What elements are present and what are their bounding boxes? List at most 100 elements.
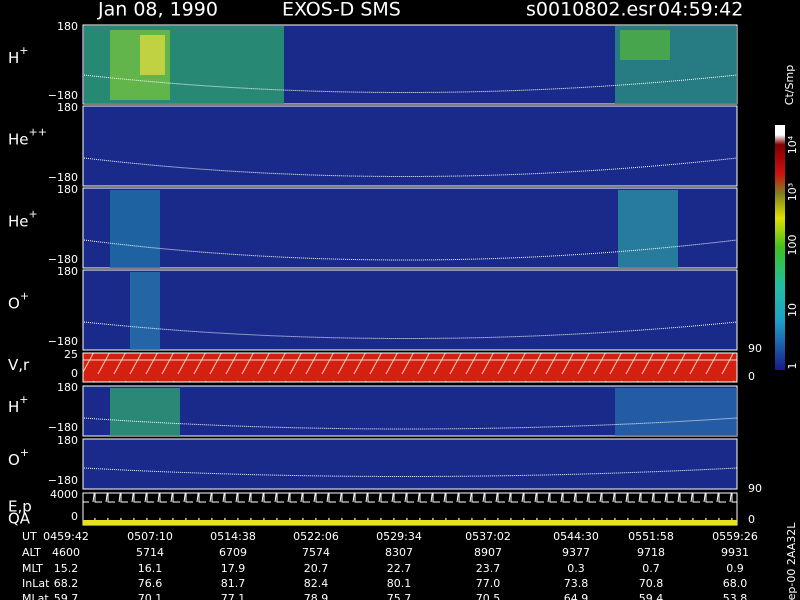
table-cell: 0551:58: [628, 530, 674, 543]
table-cell: 76.6: [138, 577, 163, 590]
table-cell: 64.9: [564, 592, 589, 600]
panel-label: O+: [8, 290, 29, 313]
table-cell: 78.9: [304, 592, 329, 600]
panel-label: O+: [8, 446, 29, 469]
table-cell: 73.8: [564, 577, 589, 590]
table-cell: 4600: [52, 546, 80, 559]
y-tick-label: −180: [48, 89, 78, 102]
panel: [82, 352, 738, 383]
y2-tick-label: 90: [748, 482, 762, 495]
table-cell: 22.7: [387, 562, 412, 575]
panel-label: H+: [8, 44, 29, 67]
table-cell: 0.7: [642, 562, 660, 575]
patch: [110, 190, 160, 268]
panel: [82, 438, 738, 490]
y-tick-label: −180: [48, 421, 78, 434]
y-tick-label: 0: [71, 367, 78, 380]
patch: [615, 388, 737, 436]
panel-label-sup: +: [19, 393, 28, 406]
y-tick-label: 180: [57, 101, 78, 114]
panel-label-sup: +: [20, 446, 29, 459]
header-time: 04:59:42: [658, 0, 743, 21]
y-tick-label: 180: [57, 265, 78, 278]
patch: [110, 388, 180, 436]
table-cell: 8307: [385, 546, 413, 559]
table-cell: 0544:30: [553, 530, 599, 543]
panel-label: He++: [8, 126, 47, 149]
table-cell: 75.7: [387, 592, 412, 600]
table-cell: 9931: [721, 546, 749, 559]
table-cell: 80.1: [387, 577, 412, 590]
table-cell: 70.1: [138, 592, 163, 600]
table-cell: 0529:34: [376, 530, 422, 543]
table-cell: 82.4: [304, 577, 329, 590]
header-instrument: EXOS-D SMS: [282, 0, 401, 21]
panel-label-text: V,r: [8, 356, 30, 374]
trace-curve: [83, 74, 738, 477]
y-tick-label: 180: [57, 20, 78, 33]
qa-bar: [83, 520, 737, 525]
panel: [82, 105, 738, 187]
table-cell: 0.3: [567, 562, 585, 575]
panel-label-text: He: [8, 130, 29, 148]
table-cell: 77.0: [476, 577, 501, 590]
table-cell: 23.7: [476, 562, 501, 575]
y2-tick-label: 0: [748, 370, 755, 383]
table-cell: 6709: [219, 546, 247, 559]
y-tick-label: −180: [48, 253, 78, 266]
table-row-label: UT: [22, 530, 37, 543]
panel-label-sup: +: [20, 290, 29, 303]
panel-label-text: H: [8, 49, 19, 67]
patch: [140, 35, 165, 75]
patch: [130, 272, 160, 350]
table-cell: 0507:10: [127, 530, 173, 543]
panel-label-sup: ++: [29, 126, 47, 139]
table-cell: 9718: [637, 546, 665, 559]
table-cell: 5714: [136, 546, 164, 559]
panel-label: V,r: [8, 356, 30, 374]
header-file: s0010802.esr: [526, 0, 656, 21]
panel: [82, 269, 738, 351]
table-cell: 0.9: [726, 562, 744, 575]
table-row-label: MLT: [22, 562, 43, 575]
table-cell: 59.4: [639, 592, 664, 600]
table-cell: 0459:42: [43, 530, 89, 543]
y-tick-label: 180: [57, 381, 78, 394]
colorbar-label: 100: [786, 235, 799, 256]
table-cell: 68.2: [54, 577, 79, 590]
table-cell: 7574: [302, 546, 330, 559]
colorbar-label: 1: [786, 363, 799, 370]
colorbar-unit: Ct/Smp: [783, 65, 796, 105]
table-cell: 70.8: [639, 577, 664, 590]
colorbar: [775, 125, 785, 370]
table-cell: 17.9: [221, 562, 246, 575]
panel-label: E,p: [8, 497, 32, 515]
y-tick-label: 4000: [50, 488, 78, 501]
y-tick-label: −180: [48, 335, 78, 348]
table-cell: 9377: [562, 546, 590, 559]
table-cell: 53.8: [723, 592, 748, 600]
table-cell: 70.5: [476, 592, 501, 600]
table-cell: 77.1: [221, 592, 246, 600]
table-row-label: MLat: [22, 592, 49, 600]
table-cell: 68.0: [723, 577, 748, 590]
y-tick-label: 180: [57, 183, 78, 196]
table-row-label: ALT: [22, 546, 41, 559]
panel-label-text: O: [8, 294, 20, 312]
colorbar-label: 10³: [786, 183, 799, 201]
patch: [620, 30, 670, 60]
footer: Sep-00 2AA32L: [785, 522, 798, 600]
panel-label-text: O: [8, 451, 20, 469]
table-cell: 0522:06: [293, 530, 339, 543]
colorbar-label: 10⁴: [786, 135, 799, 154]
colorbar-label: 10: [786, 303, 799, 317]
table-row-label: InLat: [22, 577, 50, 590]
y-tick-label: 0: [71, 510, 78, 523]
panel-label: H+: [8, 393, 29, 416]
header-date: Jan 08, 1990: [97, 0, 218, 21]
panel-label: QA: [8, 510, 31, 528]
y-tick-label: 25: [64, 348, 78, 361]
y2-tick-label: 90: [748, 342, 762, 355]
panel-label-sup: +: [19, 44, 28, 57]
